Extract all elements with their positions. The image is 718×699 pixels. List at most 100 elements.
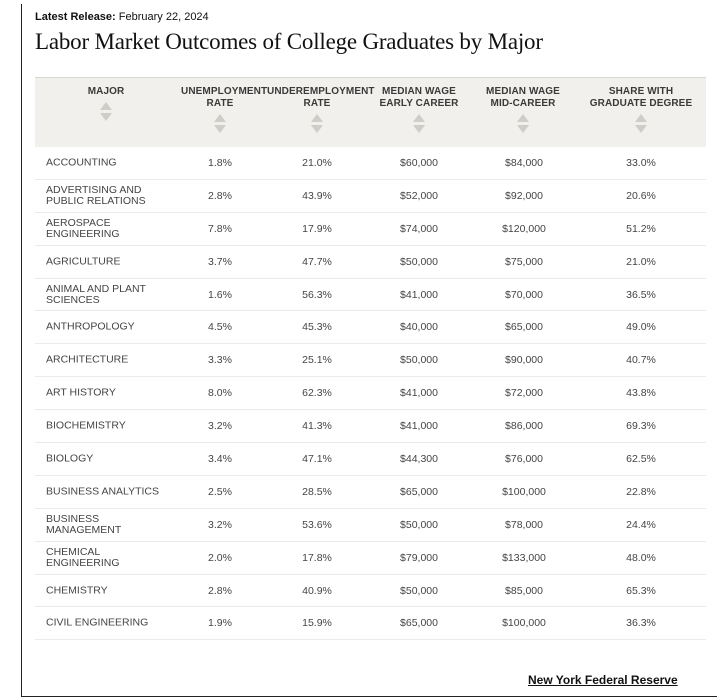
release-label: Latest Release: [35, 11, 116, 23]
sort-icon[interactable] [311, 114, 323, 133]
column-header-unemployment-rate[interactable]: UNEMPLOYMENT RATE [181, 86, 267, 133]
cell-major: BIOLOGY [46, 452, 94, 465]
column-header-major[interactable]: MAJOR [75, 86, 137, 121]
cell-unemployment-rate: 2.5% [208, 485, 232, 498]
table-row: BIOLOGY 3.4% 47.1% $44,300 $76,000 62.5% [35, 443, 706, 476]
cell-underemployment-rate: 25.1% [302, 354, 332, 367]
cell-median-wage-mid-career: $70,000 [505, 288, 543, 301]
column-header-underemployment-rate[interactable]: UNDEREMPLOYMENT RATE [267, 86, 375, 133]
cell-major: AEROSPACE ENGINEERING [46, 216, 120, 240]
cell-median-wage-mid-career: $133,000 [502, 551, 546, 564]
cell-unemployment-rate: 4.5% [208, 321, 232, 334]
sort-icon[interactable] [100, 102, 112, 121]
cell-underemployment-rate: 47.7% [302, 255, 332, 268]
cell-median-wage-mid-career: $92,000 [505, 189, 543, 202]
data-table: MAJOR UNEMPLOYMENT RATE UNDEREMPLOYMENT … [35, 77, 706, 663]
cell-unemployment-rate: 8.0% [208, 387, 232, 400]
cell-share-with-graduate-degree: 62.5% [626, 452, 656, 465]
cell-share-with-graduate-degree: 21.0% [626, 255, 656, 268]
cell-share-with-graduate-degree: 69.3% [626, 420, 656, 433]
cell-major: BUSINESS ANALYTICS [46, 485, 160, 498]
cell-major: BIOCHEMISTRY [46, 419, 126, 432]
cell-median-wage-mid-career: $75,000 [505, 255, 543, 268]
cell-underemployment-rate: 62.3% [302, 387, 332, 400]
cell-median-wage-early-career: $50,000 [400, 354, 438, 367]
column-header-median-wage-mid-career[interactable]: MEDIAN WAGE MID-CAREER [481, 86, 565, 133]
cell-unemployment-rate: 3.4% [208, 452, 232, 465]
cell-share-with-graduate-degree: 49.0% [626, 321, 656, 334]
cell-median-wage-mid-career: $78,000 [505, 518, 543, 531]
page-title: Labor Market Outcomes of College Graduat… [35, 29, 543, 54]
cell-share-with-graduate-degree: 24.4% [626, 518, 656, 531]
table-row: ACCOUNTING 1.8% 21.0% $60,000 $84,000 33.0% [35, 147, 706, 180]
cell-major: CIVIL ENGINEERING [46, 616, 149, 629]
cell-underemployment-rate: 43.9% [302, 189, 332, 202]
cell-median-wage-early-career: $41,000 [400, 387, 438, 400]
cell-median-wage-mid-career: $100,000 [502, 485, 546, 498]
sort-icon[interactable] [517, 114, 529, 133]
cell-median-wage-mid-career: $72,000 [505, 387, 543, 400]
table-row: AEROSPACE ENGINEERING 7.8% 17.9% $74,000 $12… [35, 213, 706, 246]
cell-unemployment-rate: 2.8% [208, 584, 232, 597]
table-row: BUSINESS ANALYTICS 2.5% 28.5% $65,000 $100,0… [35, 476, 706, 509]
table-body: ACCOUNTING 1.8% 21.0% $60,000 $84,000 33.0% AD… [35, 147, 706, 641]
table-row: BIOCHEMISTRY 3.2% 41.3% $41,000 $86,000 69.3% [35, 410, 706, 444]
table-row: AGRICULTURE 3.7% 47.7% $50,000 $75,000 21.0% [35, 246, 706, 279]
cell-median-wage-mid-career: $100,000 [502, 617, 546, 630]
cell-median-wage-mid-career: $120,000 [502, 222, 546, 235]
table-row: ART HISTORY 8.0% 62.3% $41,000 $72,000 43.8% [35, 377, 706, 411]
table-row: CHEMISTRY 2.8% 40.9% $50,000 $85,000 65.3% [35, 575, 706, 608]
cell-share-with-graduate-degree: 43.8% [626, 387, 656, 400]
table-row: ANIMAL AND PLANT SCIENCES 1.6% 56.3% $41,00… [35, 279, 706, 312]
cell-underemployment-rate: 41.3% [302, 420, 332, 433]
sort-icon[interactable] [635, 114, 647, 133]
cell-share-with-graduate-degree: 36.3% [626, 617, 656, 630]
cell-major: ACCOUNTING [46, 156, 117, 169]
cell-underemployment-rate: 56.3% [302, 288, 332, 301]
cell-unemployment-rate: 1.9% [208, 617, 232, 630]
cell-major: ADVERTISING AND PUBLIC RELATIONS [46, 183, 146, 207]
source-credit: New York Federal Reserve [528, 673, 678, 687]
cell-underemployment-rate: 40.9% [302, 584, 332, 597]
cell-share-with-graduate-degree: 20.6% [626, 189, 656, 202]
table-row: ARCHITECTURE 3.3% 25.1% $50,000 $90,000 40.7% [35, 344, 706, 378]
cell-median-wage-early-career: $79,000 [400, 551, 438, 564]
cell-median-wage-mid-career: $86,000 [505, 420, 543, 433]
column-header-share-with-graduate-degree[interactable]: SHARE WITH GRADUATE DEGREE [585, 86, 697, 133]
cell-share-with-graduate-degree: 51.2% [626, 222, 656, 235]
column-header-label: MEDIAN WAGE EARLY CAREER [379, 86, 459, 109]
table-header: MAJOR UNEMPLOYMENT RATE UNDEREMPLOYMENT … [35, 77, 706, 147]
cell-median-wage-early-career: $50,000 [400, 255, 438, 268]
table-row: ANTHROPOLOGY 4.5% 45.3% $40,000 $65,000 49.0% [35, 311, 706, 345]
cell-median-wage-early-career: $50,000 [400, 518, 438, 531]
cell-median-wage-early-career: $52,000 [400, 189, 438, 202]
sort-icon[interactable] [413, 114, 425, 133]
cell-underemployment-rate: 47.1% [302, 452, 332, 465]
cell-unemployment-rate: 2.8% [208, 189, 232, 202]
cell-major: CHEMICAL ENGINEERING [46, 545, 120, 569]
cell-major: ANTHROPOLOGY [46, 320, 135, 333]
cell-median-wage-mid-career: $76,000 [505, 452, 543, 465]
cell-share-with-graduate-degree: 36.5% [626, 288, 656, 301]
cell-major: BUSINESS MANAGEMENT [46, 512, 122, 536]
cell-unemployment-rate: 3.2% [208, 420, 232, 433]
cell-unemployment-rate: 3.3% [208, 354, 232, 367]
cell-median-wage-early-career: $41,000 [400, 288, 438, 301]
sort-icon[interactable] [214, 114, 226, 133]
cell-share-with-graduate-degree: 48.0% [626, 551, 656, 564]
cell-median-wage-early-career: $41,000 [400, 420, 438, 433]
column-header-label: MEDIAN WAGE MID-CAREER [486, 86, 560, 109]
cell-major: ANIMAL AND PLANT SCIENCES [46, 282, 146, 306]
cell-median-wage-early-career: $40,000 [400, 321, 438, 334]
release-line: Latest Release: February 22, 2024 [35, 11, 209, 23]
column-header-median-wage-early-career[interactable]: MEDIAN WAGE EARLY CAREER [379, 86, 459, 133]
cell-underemployment-rate: 17.9% [302, 222, 332, 235]
cell-median-wage-early-career: $74,000 [400, 222, 438, 235]
cell-underemployment-rate: 28.5% [302, 485, 332, 498]
column-header-label: UNDEREMPLOYMENT RATE [267, 86, 375, 109]
cell-share-with-graduate-degree: 33.0% [626, 156, 656, 169]
table-row: ADVERTISING AND PUBLIC RELATIONS 2.8% 43.9… [35, 180, 706, 213]
column-header-label: MAJOR [87, 86, 125, 97]
cell-unemployment-rate: 3.2% [208, 518, 232, 531]
cell-underemployment-rate: 15.9% [302, 617, 332, 630]
